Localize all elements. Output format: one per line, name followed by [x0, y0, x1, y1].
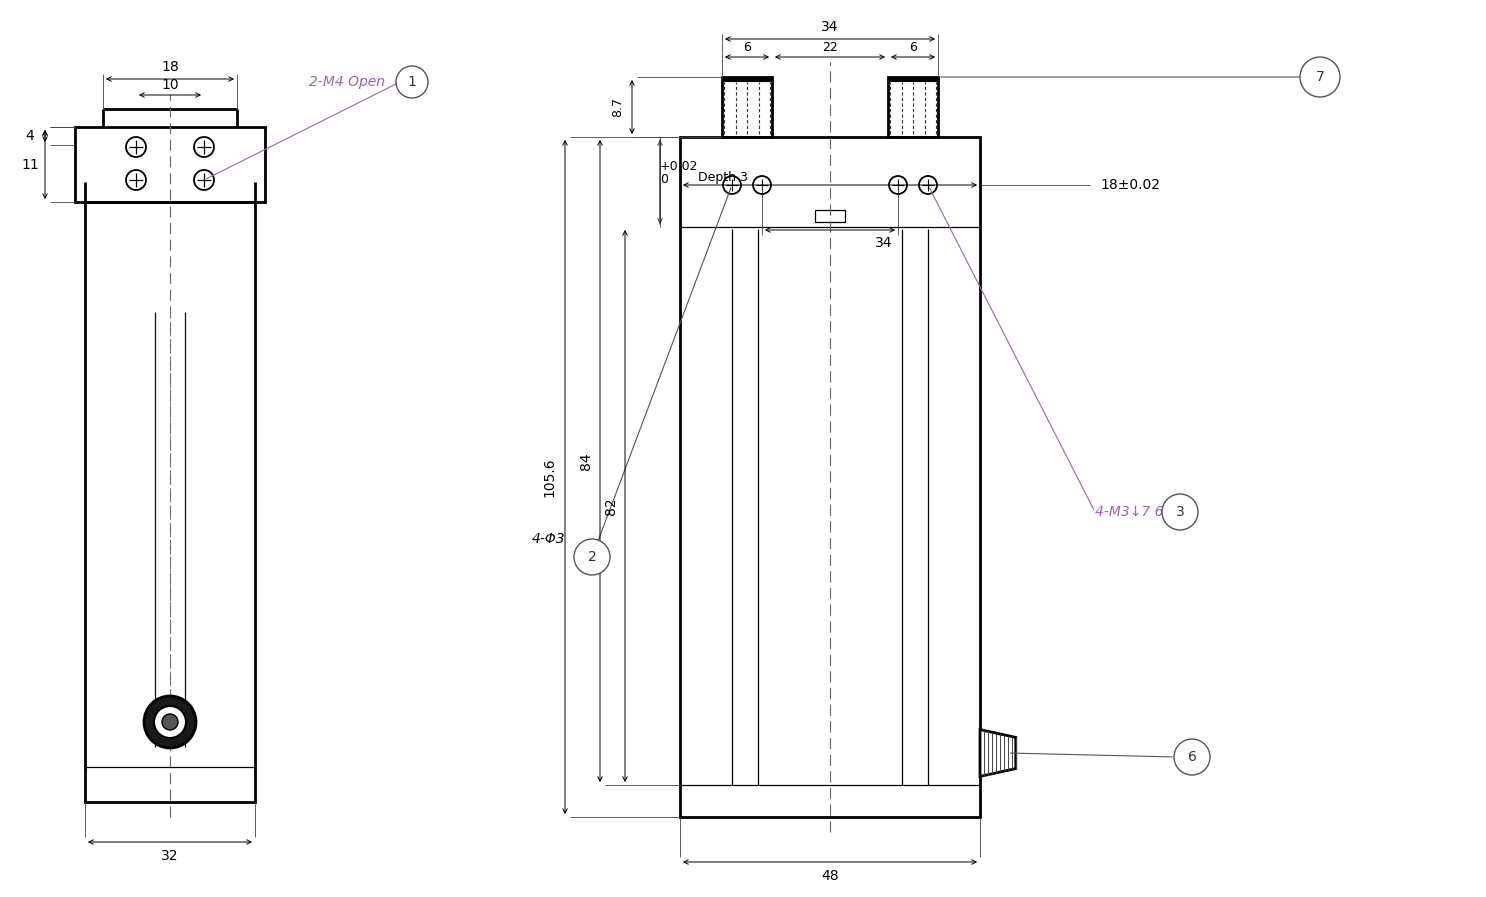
Circle shape	[1174, 739, 1210, 775]
Text: 1: 1	[407, 75, 416, 89]
Text: 4: 4	[25, 129, 34, 143]
Text: 6: 6	[743, 40, 750, 54]
Circle shape	[1300, 57, 1340, 97]
Text: 32: 32	[162, 849, 178, 863]
Text: 34: 34	[875, 236, 893, 250]
Text: 6: 6	[1187, 750, 1196, 764]
Circle shape	[574, 539, 609, 575]
Text: 7: 7	[1315, 70, 1324, 84]
Text: 84: 84	[580, 452, 593, 470]
Text: 2: 2	[587, 550, 596, 564]
Bar	[85, 202, 256, 802]
Circle shape	[162, 714, 178, 730]
Text: 34: 34	[822, 20, 838, 34]
Text: 105.6: 105.6	[542, 457, 556, 497]
Text: 10: 10	[160, 78, 178, 92]
Bar	[722, 77, 773, 137]
Bar	[889, 77, 938, 137]
Text: 2-M4 Open: 2-M4 Open	[309, 75, 385, 89]
Bar	[814, 210, 846, 222]
Bar	[74, 127, 265, 202]
Text: 48: 48	[822, 869, 838, 883]
Text: 4-Φ3: 4-Φ3	[532, 532, 565, 546]
Text: 22: 22	[822, 40, 838, 54]
Circle shape	[155, 706, 186, 738]
Text: Depth 3: Depth 3	[698, 170, 747, 184]
Text: +0.02: +0.02	[660, 160, 698, 173]
Circle shape	[144, 696, 196, 748]
Text: 6: 6	[909, 40, 917, 54]
Text: 11: 11	[21, 158, 39, 171]
Circle shape	[1162, 494, 1198, 530]
Polygon shape	[979, 729, 1016, 777]
Bar	[681, 137, 979, 817]
Text: 4-M3↓7 6: 4-M3↓7 6	[1095, 505, 1164, 519]
Text: 8.7: 8.7	[612, 97, 624, 117]
Circle shape	[395, 66, 428, 98]
Text: 18: 18	[160, 60, 178, 74]
Text: 18±0.02: 18±0.02	[1100, 178, 1161, 192]
Text: 82: 82	[603, 497, 618, 515]
Text: 3: 3	[1175, 505, 1184, 519]
Text: 0: 0	[660, 173, 669, 186]
